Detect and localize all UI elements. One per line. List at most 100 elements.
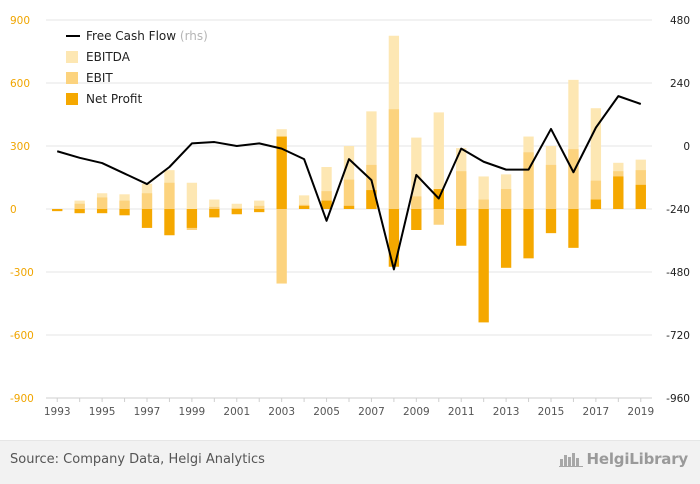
bar <box>74 203 85 209</box>
bar <box>231 209 242 215</box>
legend: Free Cash Flow (rhs) EBITDA EBIT Net Profit <box>66 29 208 106</box>
bar <box>276 209 287 284</box>
bar <box>231 207 242 209</box>
legend-label: EBIT <box>86 71 113 85</box>
brand-name: HelgiLibrary <box>586 450 689 468</box>
bar <box>366 111 377 209</box>
bar <box>523 152 534 209</box>
y-left-tick-label: 0 <box>10 204 17 216</box>
bar <box>96 197 108 209</box>
bar <box>500 189 512 209</box>
bar <box>433 209 444 225</box>
x-tick-label: 2017 <box>583 406 610 418</box>
series-ebit <box>52 109 646 284</box>
bar <box>209 209 220 218</box>
y-right-tick-label: -480 <box>666 267 690 279</box>
legend-swatch <box>66 72 78 84</box>
y-left-tick-label: -600 <box>10 330 34 342</box>
x-tick-label: 2005 <box>313 406 340 418</box>
bar <box>366 164 377 209</box>
bar <box>635 184 646 209</box>
series-free-cash-flow-line <box>56 95 642 271</box>
y-right-tick-label: -720 <box>666 330 690 342</box>
bar <box>186 209 198 228</box>
legend-swatch <box>66 51 78 63</box>
source-note: Source: Company Data, Helgi Analytics <box>10 452 265 467</box>
bar <box>164 182 175 209</box>
x-tick-label: 1993 <box>44 406 71 418</box>
x-tick-label: 1995 <box>89 406 116 418</box>
y-right-tick-label: -240 <box>666 204 690 216</box>
footer: Source: Company Data, Helgi Analytics He… <box>0 440 700 484</box>
bar <box>321 200 332 209</box>
bar <box>343 179 355 209</box>
bar <box>298 195 310 209</box>
y-left-tick-label: 600 <box>10 78 30 90</box>
x-tick-label: 2009 <box>403 406 430 418</box>
chart: -900 -600 -300 0 300 600 900 -960 -720 -480 -240 0 2… <box>10 15 690 418</box>
bar <box>119 209 130 216</box>
x-tick-label: 2003 <box>268 406 295 418</box>
bar <box>545 164 557 209</box>
brand-logo[interactable]: HelgiLibrary <box>558 450 689 468</box>
x-tick-label: 2013 <box>493 406 520 418</box>
bar <box>411 137 422 209</box>
bar <box>590 199 602 209</box>
x-tick-label: 1999 <box>179 406 206 418</box>
bar <box>613 176 624 209</box>
legend-label: EBITDA <box>86 50 131 64</box>
bar <box>186 182 198 209</box>
bar <box>254 200 265 209</box>
bar <box>366 190 377 209</box>
bar <box>411 209 422 230</box>
bar <box>343 146 355 209</box>
y-axis-right: -960 -720 -480 -240 0 240 480 <box>666 15 690 405</box>
bar <box>568 209 579 248</box>
legend-label-suffix: (rhs) <box>180 29 208 43</box>
legend-swatch <box>66 93 78 105</box>
x-axis: 1993 1995 1997 1999 2001 2003 2005 2007 2009 2011… <box>44 397 654 418</box>
y-left-tick-label: -900 <box>10 393 34 405</box>
bar <box>343 205 355 209</box>
bar <box>500 209 512 268</box>
bar <box>209 206 220 209</box>
bar <box>119 200 130 209</box>
x-tick-label: 1997 <box>134 406 161 418</box>
bar <box>568 149 579 209</box>
bar <box>164 209 175 236</box>
bar <box>411 196 422 209</box>
bar <box>254 209 265 213</box>
legend-label: Net Profit <box>86 92 142 106</box>
bar <box>74 209 85 214</box>
y-axis-left: -900 -600 -300 0 300 600 900 <box>10 15 34 405</box>
bar <box>456 171 467 209</box>
bar <box>52 209 63 212</box>
bar <box>568 79 579 209</box>
bar <box>209 199 220 209</box>
y-left-tick-label: -300 <box>10 267 34 279</box>
bar <box>590 180 602 209</box>
y-right-tick-label: 240 <box>670 78 690 90</box>
y-right-tick-label: 0 <box>683 141 690 153</box>
bar <box>523 209 534 259</box>
y-right-tick-label: -960 <box>666 393 690 405</box>
bar <box>298 205 310 209</box>
x-tick-label: 2001 <box>223 406 250 418</box>
y-right-tick-label: 480 <box>670 15 690 27</box>
legend-label: Free Cash Flow (rhs) <box>86 29 208 43</box>
bar <box>478 176 489 209</box>
bar <box>231 203 242 209</box>
y-left-tick-label: 300 <box>10 141 30 153</box>
bar <box>478 199 489 209</box>
legend-label-name: Free Cash Flow <box>86 29 180 43</box>
bar <box>433 112 444 209</box>
x-tick-label: 2007 <box>358 406 385 418</box>
bar <box>321 167 332 209</box>
x-tick-label: 2011 <box>448 406 475 418</box>
bar <box>321 191 332 209</box>
bar <box>276 136 287 209</box>
city-skyline-icon <box>558 453 583 467</box>
y-left-tick-label: 900 <box>10 15 30 27</box>
bar <box>388 209 400 267</box>
